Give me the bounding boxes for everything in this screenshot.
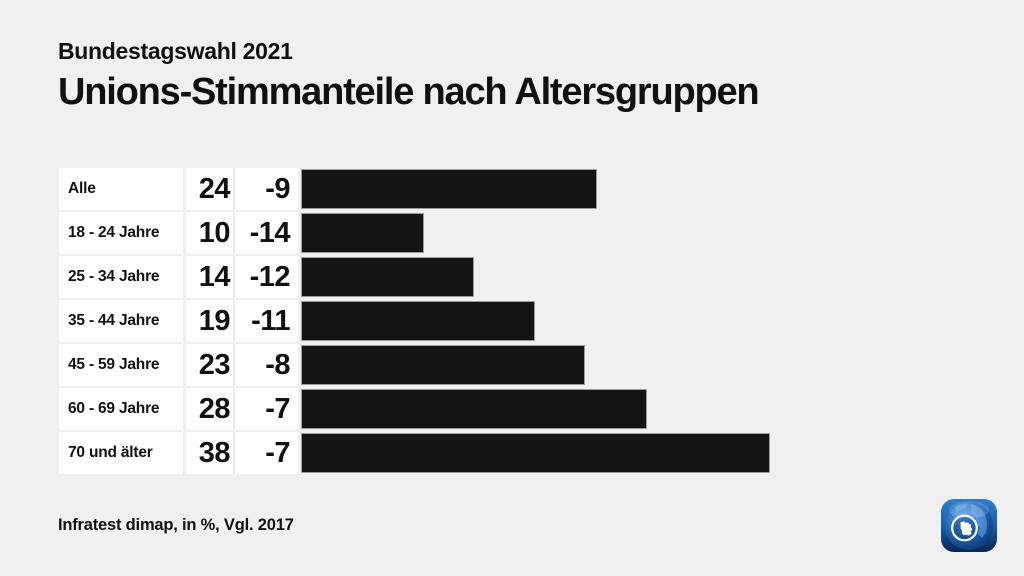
cell-divider (233, 344, 235, 386)
row-numbers: 10 -14 (186, 212, 298, 254)
chart-row: 18 - 24 Jahre 10 -14 (59, 212, 770, 254)
continent-shape-2 (955, 503, 968, 513)
row-value: 14 (198, 260, 231, 293)
chart-row: 60 - 69 Jahre 28 -7 (59, 388, 770, 430)
value-bar (301, 345, 585, 385)
row-diff: -7 (265, 436, 290, 469)
row-diff: -7 (265, 392, 290, 425)
value-bar (301, 301, 535, 341)
row-numbers: 38 -7 (186, 432, 298, 474)
cell-divider (233, 432, 235, 474)
row-numbers: 14 -12 (186, 256, 298, 298)
value-bar (301, 389, 647, 429)
cell-divider (233, 388, 235, 430)
row-diff: -14 (249, 216, 291, 249)
row-value: 38 (198, 436, 231, 469)
cell-divider (233, 256, 235, 298)
row-diff: -11 (251, 304, 290, 337)
germany-map (960, 521, 973, 536)
row-diff: -12 (249, 260, 291, 293)
row-numbers: 23 -8 (186, 344, 298, 386)
row-value: 23 (198, 348, 231, 381)
row-label: 18 - 24 Jahre (59, 212, 183, 254)
chart-row: 25 - 34 Jahre 14 -12 (59, 256, 770, 298)
chart-row: 70 und älter 38 -7 (59, 432, 770, 474)
chart-row: 45 - 59 Jahre 23 -8 (59, 344, 770, 386)
row-value: 10 (198, 216, 231, 249)
row-diff: -9 (265, 172, 290, 205)
row-diff: -8 (265, 348, 290, 381)
cell-divider (233, 168, 235, 210)
row-label: 70 und älter (59, 432, 183, 474)
row-label: Alle (59, 168, 183, 210)
white-ring (951, 514, 978, 542)
row-value: 28 (198, 392, 231, 425)
cell-divider (233, 300, 235, 342)
chart-kicker: Bundestagswahl 2021 (58, 38, 293, 64)
value-bar (301, 433, 770, 473)
source-note: Infratest dimap, in %, Vgl. 2017 (58, 516, 294, 534)
row-label: 45 - 59 Jahre (59, 344, 183, 386)
tagesschau-globe-logo (941, 499, 997, 552)
row-label: 35 - 44 Jahre (59, 300, 183, 342)
row-label: 25 - 34 Jahre (59, 256, 183, 298)
gloss-highlight (949, 501, 989, 519)
row-value: 24 (198, 172, 231, 205)
chart-row: Alle 24 -9 (59, 168, 770, 210)
value-bar (301, 257, 474, 297)
row-value: 19 (198, 304, 231, 337)
row-numbers: 24 -9 (186, 168, 298, 210)
value-bar (301, 169, 597, 209)
bar-chart: Alle 24 -9 18 - 24 Jahre 10 -14 25 - 34 … (59, 168, 770, 474)
row-numbers: 19 -11 (186, 300, 298, 342)
continents-shape (971, 504, 987, 538)
chart-row: 35 - 44 Jahre 19 -11 (59, 300, 770, 342)
value-bar (301, 213, 424, 253)
cell-divider (233, 212, 235, 254)
chart-title: Unions-Stimmanteile nach Altersgruppen (58, 71, 760, 113)
row-label: 60 - 69 Jahre (59, 388, 183, 430)
row-numbers: 28 -7 (186, 388, 298, 430)
